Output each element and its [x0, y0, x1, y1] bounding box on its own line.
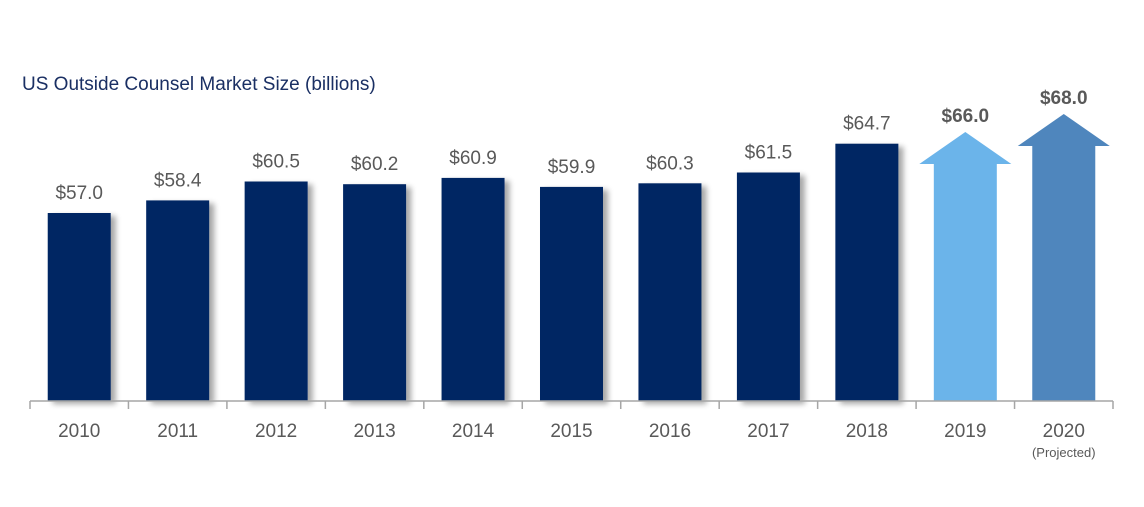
x-tick-label-2016: 2016: [649, 421, 691, 442]
bar-2018: [835, 143, 899, 401]
x-tick-label-2018: 2018: [846, 421, 888, 442]
value-label-2010: $57.0: [55, 183, 103, 204]
bar-2010: [47, 213, 111, 401]
chart-title: US Outside Counsel Market Size (billions…: [22, 74, 376, 95]
x-tick-label-2014: 2014: [452, 421, 495, 442]
value-label-2014: $60.9: [449, 148, 497, 169]
bar-2015: [540, 186, 603, 401]
value-label-2018: $64.7: [843, 114, 891, 135]
bar-2017: [736, 172, 800, 401]
value-label-2019: $66.0: [942, 106, 990, 127]
value-label-2016: $60.3: [646, 153, 694, 174]
bar-2016: [638, 183, 702, 401]
value-label-2012: $60.5: [252, 152, 300, 173]
value-label-2020: $68.0: [1040, 88, 1088, 109]
x-tick-label-2015: 2015: [550, 421, 592, 442]
bar-arrow-2019: [919, 132, 1012, 401]
x-tick-label-2019: 2019: [944, 421, 986, 442]
x-tick-label-2010: 2010: [58, 421, 100, 442]
x-tick-label-2013: 2013: [353, 421, 395, 442]
value-label-2015: $59.9: [548, 157, 596, 178]
bar-arrow-2020: [1017, 114, 1110, 401]
value-label-2013: $60.2: [351, 154, 399, 175]
value-label-2017: $61.5: [745, 143, 793, 164]
bar-2011: [146, 200, 210, 401]
x-tick-label-2017: 2017: [747, 421, 789, 442]
bar-2013: [343, 184, 407, 401]
x-tick-label-2011: 2011: [157, 421, 198, 442]
x-tick-label-2012: 2012: [255, 421, 297, 442]
x-tick-sublabel-2020: (Projected): [1032, 445, 1096, 460]
bar-2014: [441, 177, 505, 401]
value-label-2011: $58.4: [154, 170, 202, 191]
bar-2012: [244, 181, 308, 401]
x-tick-label-2020: 2020: [1043, 421, 1085, 442]
